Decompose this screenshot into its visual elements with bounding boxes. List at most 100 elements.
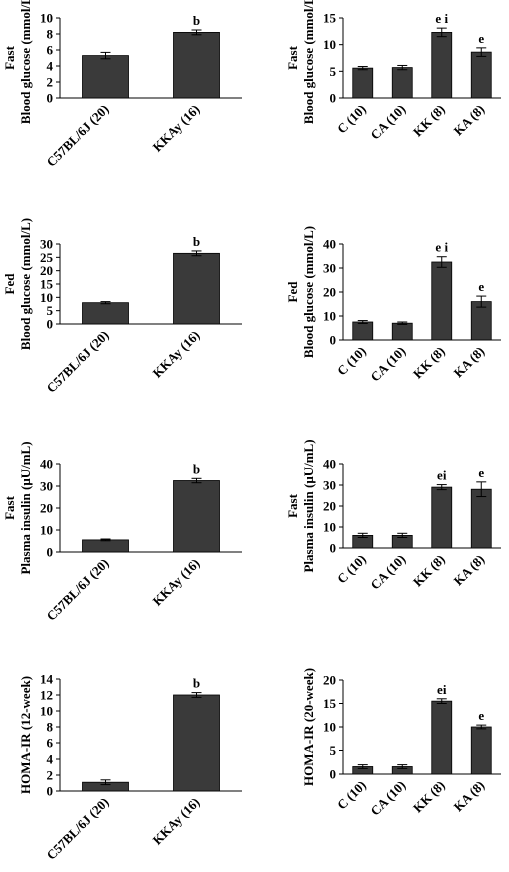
bar — [352, 321, 374, 341]
y-tick-label: 10 — [323, 720, 336, 735]
x-category-label: C57BL/6J (20) — [44, 328, 112, 396]
bar — [173, 32, 220, 99]
y-tick-label: 30 — [40, 479, 53, 494]
y-tick-label: 2 — [47, 768, 54, 783]
y-tick-label: 4 — [47, 59, 54, 74]
y-tick-label: 12 — [40, 688, 53, 703]
y-tick-label: 30 — [40, 237, 53, 252]
y-tick-label: 2 — [47, 75, 54, 90]
y-tick-label: 14 — [40, 672, 54, 687]
y-tick-label: 20 — [323, 673, 336, 688]
y-axis-condition-label: Fast — [2, 495, 17, 520]
y-tick-label: 6 — [47, 43, 54, 58]
y-tick-label: 15 — [40, 277, 54, 292]
y-axis-title: HOMA-IR (20-week) — [301, 668, 316, 786]
y-tick-label: 40 — [40, 457, 53, 472]
y-tick-label: 0 — [47, 545, 54, 560]
significance-label: b — [193, 13, 200, 28]
x-category-label: CA (10) — [367, 552, 408, 593]
y-axis-title: Blood glucose (mmol/L) — [18, 218, 33, 350]
significance-label: ei — [437, 682, 447, 697]
y-tick-label: 5 — [330, 743, 337, 758]
x-category-label: C (10) — [334, 778, 369, 813]
y-tick-label: 20 — [323, 285, 336, 300]
x-category-label: C (10) — [334, 552, 369, 587]
y-axis-condition-label: Fast — [2, 45, 17, 70]
x-category-label: CA (10) — [367, 778, 408, 819]
y-axis-title: Blood glucose (mmol/L) — [18, 0, 33, 124]
y-tick-label: 40 — [323, 237, 336, 252]
y-tick-label: 4 — [47, 752, 54, 767]
bar — [173, 694, 220, 792]
y-tick-label: 10 — [323, 37, 336, 52]
x-category-label: KK (8) — [410, 102, 448, 140]
chart-homa-ir-20wk: 0 5 10 15 20 HOMA-IR (20-week) C (10)CA (10) ei… — [301, 668, 501, 819]
significance-label: b — [193, 676, 200, 691]
x-category-label: KK (8) — [410, 552, 448, 590]
y-tick-label: 10 — [40, 704, 53, 719]
chart-fast-glucose-20wk: 0 5 10 15 Blood glucose (mmol/L)Fast C (10)CA… — [285, 0, 501, 143]
y-tick-label: 5 — [330, 64, 337, 79]
bar — [431, 700, 453, 775]
bar — [391, 67, 413, 99]
x-category-label: KKAy (16) — [150, 556, 203, 609]
y-axis-title: Blood glucose (mmol/L) — [301, 226, 316, 358]
bar — [470, 488, 492, 549]
significance-label: e — [478, 31, 484, 46]
y-tick-label: 10 — [40, 290, 53, 305]
y-tick-label: 0 — [330, 333, 337, 348]
y-tick-label: 0 — [47, 91, 54, 106]
y-tick-label: 8 — [47, 27, 54, 42]
chart-fast-insulin-12wk: 0 10 20 30 40 Plasma insulin (μU/mL)Fast C57BL… — [2, 441, 242, 624]
y-tick-label: 0 — [47, 317, 54, 332]
y-axis-title: Plasma insulin (μU/mL) — [301, 439, 316, 572]
x-category-label: C57BL/6J (20) — [44, 795, 112, 863]
x-category-label: KKAy (16) — [150, 328, 203, 381]
x-category-label: CA (10) — [367, 344, 408, 385]
x-category-label: KA (8) — [450, 344, 487, 381]
x-category-label: KKAy (16) — [150, 102, 203, 155]
y-tick-label: 8 — [47, 720, 54, 735]
y-tick-label: 10 — [40, 523, 53, 538]
y-tick-label: 15 — [323, 696, 337, 711]
significance-label: e i — [435, 240, 448, 255]
bar — [470, 51, 492, 99]
y-axis-title: HOMA-IR (12-week) — [18, 676, 33, 794]
x-category-label: KA (8) — [450, 552, 487, 589]
y-tick-label: 20 — [40, 501, 53, 516]
y-tick-label: 6 — [47, 736, 54, 751]
y-tick-label: 0 — [47, 784, 54, 799]
significance-label: e i — [435, 11, 448, 26]
y-tick-label: 5 — [47, 303, 54, 318]
x-category-label: CA (10) — [367, 102, 408, 143]
significance-label: b — [193, 461, 200, 476]
y-tick-label: 0 — [330, 541, 337, 556]
bar — [352, 67, 374, 99]
significance-label: e — [478, 708, 484, 723]
y-axis-title: Plasma insulin (μU/mL) — [18, 441, 33, 574]
x-category-label: C57BL/6J (20) — [44, 102, 112, 170]
y-tick-label: 0 — [330, 91, 337, 106]
y-axis-title: Blood glucose (mmol/L) — [301, 0, 316, 124]
y-tick-label: 0 — [330, 767, 337, 782]
x-category-label: C57BL/6J (20) — [44, 556, 112, 624]
x-category-label: KK (8) — [410, 344, 448, 382]
bar — [431, 261, 453, 341]
significance-label: ei — [437, 468, 447, 483]
x-category-label: C (10) — [334, 102, 369, 137]
y-tick-label: 10 — [323, 520, 336, 535]
bar — [82, 539, 129, 553]
y-tick-label: 30 — [323, 478, 336, 493]
significance-label: b — [193, 234, 200, 249]
bar — [431, 486, 453, 549]
bar — [470, 726, 492, 775]
x-category-label: KK (8) — [410, 778, 448, 816]
y-axis-condition-label: Fast — [285, 45, 300, 70]
y-tick-label: 10 — [40, 11, 53, 26]
bar — [82, 55, 129, 99]
y-tick-label: 20 — [40, 263, 53, 278]
bar — [173, 252, 220, 325]
y-axis-condition-label: Fed — [285, 281, 300, 303]
